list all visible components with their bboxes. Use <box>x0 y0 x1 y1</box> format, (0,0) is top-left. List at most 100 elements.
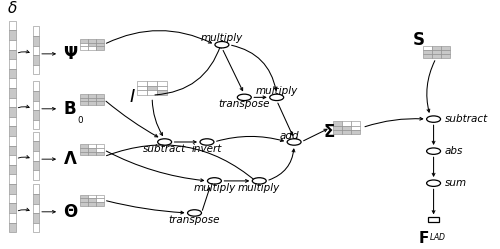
Circle shape <box>238 94 252 101</box>
Circle shape <box>200 139 214 145</box>
Bar <box>32 132 39 141</box>
Bar <box>32 91 39 101</box>
Bar <box>9 88 16 98</box>
Bar <box>137 90 147 95</box>
Bar <box>88 148 96 152</box>
Bar <box>96 152 104 155</box>
Bar <box>422 46 432 50</box>
Bar <box>9 30 16 40</box>
Bar <box>96 198 104 202</box>
Bar <box>157 81 167 86</box>
Bar <box>422 54 432 58</box>
Bar <box>80 101 88 105</box>
Bar <box>88 195 96 198</box>
Text: transpose: transpose <box>218 99 270 109</box>
Circle shape <box>188 210 202 216</box>
Bar <box>32 120 39 129</box>
Bar <box>9 50 16 59</box>
Bar <box>32 194 39 204</box>
Text: $_{LAD}$: $_{LAD}$ <box>428 232 446 244</box>
Text: abs: abs <box>444 146 463 156</box>
Bar <box>88 94 96 98</box>
Bar <box>32 65 39 74</box>
Bar <box>342 122 351 125</box>
Bar <box>80 144 88 148</box>
Bar <box>88 46 96 50</box>
Text: $\delta$: $\delta$ <box>7 0 18 16</box>
Bar <box>32 36 39 46</box>
Bar <box>9 136 16 146</box>
Circle shape <box>287 139 301 145</box>
Bar <box>440 50 450 54</box>
Bar <box>32 213 39 223</box>
Bar <box>137 86 147 90</box>
Bar <box>96 43 104 46</box>
Bar <box>351 125 360 130</box>
Circle shape <box>158 139 172 145</box>
Bar <box>80 152 88 155</box>
Bar <box>32 81 39 91</box>
Bar <box>9 98 16 107</box>
Text: subtract: subtract <box>143 144 186 154</box>
Bar <box>147 86 157 90</box>
Bar <box>96 39 104 43</box>
Bar <box>440 46 450 50</box>
Bar <box>80 46 88 50</box>
Text: transpose: transpose <box>169 215 220 225</box>
Bar <box>333 122 342 125</box>
Bar <box>32 151 39 161</box>
Text: $\mathbf{S}$: $\mathbf{S}$ <box>412 31 425 49</box>
Bar <box>80 202 88 206</box>
Bar <box>440 54 450 58</box>
Bar <box>80 43 88 46</box>
Bar <box>88 152 96 155</box>
Bar <box>9 59 16 69</box>
Bar <box>32 184 39 194</box>
Bar <box>88 198 96 202</box>
Bar <box>80 39 88 43</box>
Circle shape <box>426 180 440 187</box>
Bar <box>9 69 16 78</box>
Bar <box>96 98 104 101</box>
Bar <box>333 125 342 130</box>
Bar <box>9 78 16 88</box>
Text: multiply: multiply <box>238 183 281 193</box>
Bar <box>351 130 360 134</box>
Bar <box>9 175 16 184</box>
Text: subtract: subtract <box>444 114 488 124</box>
Bar <box>137 81 147 86</box>
Circle shape <box>252 178 266 184</box>
Bar <box>88 202 96 206</box>
Bar <box>32 110 39 120</box>
Bar <box>80 198 88 202</box>
Bar <box>96 195 104 198</box>
Bar <box>9 165 16 175</box>
Bar <box>96 202 104 206</box>
Bar <box>88 43 96 46</box>
Bar <box>9 155 16 165</box>
Bar <box>9 223 16 232</box>
Bar <box>432 50 440 54</box>
Bar <box>96 101 104 105</box>
Bar <box>32 161 39 170</box>
Bar <box>80 98 88 101</box>
Text: $\mathbf{B}$: $\mathbf{B}$ <box>62 100 76 118</box>
Text: $\mathbf{Λ}$: $\mathbf{Λ}$ <box>62 150 78 168</box>
Bar <box>9 213 16 223</box>
Bar <box>333 130 342 134</box>
Bar <box>96 94 104 98</box>
Bar <box>80 148 88 152</box>
Bar <box>32 46 39 55</box>
Bar <box>32 26 39 36</box>
Text: multiply: multiply <box>194 183 235 193</box>
Bar <box>32 141 39 151</box>
Text: $\mathbf{F}$: $\mathbf{F}$ <box>418 230 429 246</box>
Bar <box>147 81 157 86</box>
Text: invert: invert <box>192 144 222 154</box>
Bar <box>157 86 167 90</box>
Bar <box>9 107 16 117</box>
Text: multiply: multiply <box>256 86 298 96</box>
Bar <box>147 90 157 95</box>
Bar <box>428 217 439 222</box>
Bar <box>9 184 16 194</box>
